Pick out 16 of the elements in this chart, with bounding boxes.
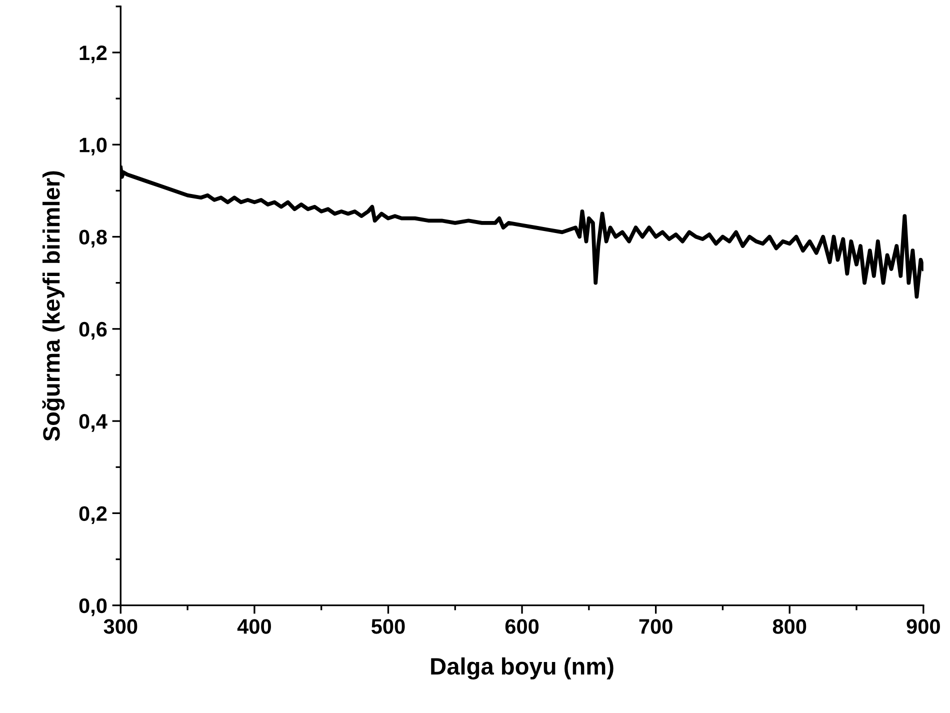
x-axis-title: Dalga boyu (nm)	[431, 657, 614, 680]
x-tick-label: 600	[505, 619, 539, 634]
y-tick-label: 0,6	[79, 322, 107, 340]
y-tick-label: 0,2	[79, 506, 107, 524]
y-tick-label: 1,2	[80, 45, 107, 64]
x-tick-label: 700	[639, 619, 672, 634]
y-tick-label: 0,0	[79, 598, 107, 616]
x-tick-label: 500	[371, 619, 405, 634]
y-tick-label: 0,4	[79, 414, 108, 432]
x-tick-label: 800	[772, 619, 806, 634]
x-tick-label: 300	[104, 619, 138, 634]
y-tick-label: 0,8	[79, 230, 107, 248]
y-tick-label: 1,0	[80, 138, 107, 156]
x-tick-label: 900	[906, 619, 940, 634]
x-tick-label: 400	[237, 619, 271, 634]
y-axis-title: Soğurma (keyfi birimler)	[42, 171, 65, 441]
